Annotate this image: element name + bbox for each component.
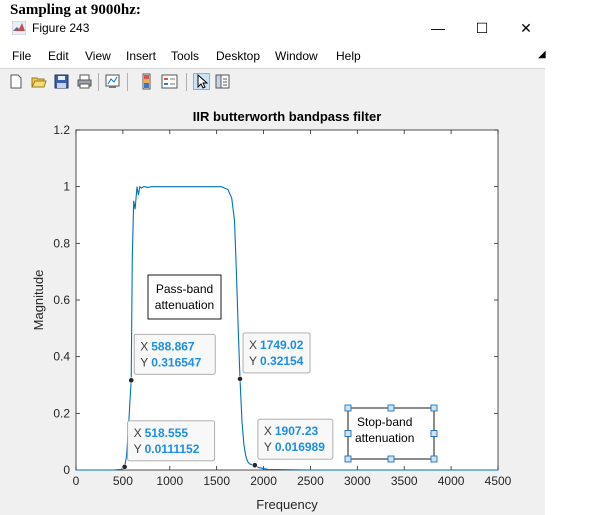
datatip-marker[interactable] [237, 375, 243, 382]
edit-plot-button[interactable] [193, 73, 210, 90]
resize-handle[interactable] [430, 455, 438, 463]
datatip-marker[interactable] [121, 463, 128, 470]
window-titlebar[interactable]: Figure 243 — ☐ ✕ [0, 17, 545, 41]
datatip-y-label: Y [134, 442, 142, 456]
x-axis-label: Frequency [256, 497, 318, 512]
close-button[interactable]: ✕ [520, 20, 532, 36]
x-tick-label: 3000 [344, 474, 371, 488]
datatip-box [133, 333, 216, 375]
page-heading: Sampling at 9000hz: [10, 2, 141, 18]
figure-toolbar [0, 68, 545, 96]
datatip-y-label: Y [264, 440, 272, 454]
datatip-x-value: 1907.23 [275, 424, 319, 438]
y-tick-label: 1 [63, 180, 70, 194]
datatip-y-value: 0.0111152 [145, 442, 200, 456]
menu-help[interactable]: Help [336, 49, 361, 63]
open-file-icon[interactable] [30, 73, 47, 90]
datatip-y-value: 0.32154 [260, 354, 304, 368]
datatip-y-value: 0.016989 [275, 440, 325, 454]
toolbar-separator [186, 73, 187, 91]
x-tick-label: 1000 [156, 474, 183, 488]
stop-band-annotation-line-1: Stop-band [357, 415, 412, 429]
datatip-x-value: 518.555 [145, 426, 189, 440]
resize-handle[interactable] [430, 430, 438, 437]
pass-band-annotation-line-1: Pass-band [156, 282, 213, 296]
datatip-y-label: Y [249, 354, 257, 368]
x-tick-label: 0 [73, 474, 80, 488]
stop-band-annotation[interactable]: Stop-band attenuation [344, 404, 438, 463]
insert-colorbar-icon[interactable] [138, 73, 155, 90]
resize-handle[interactable] [430, 404, 438, 412]
datatip[interactable]: X 1749.02Y 0.32154 [237, 332, 311, 382]
resize-handle[interactable] [344, 404, 352, 412]
toolbar-separator [127, 73, 128, 91]
figure-canvas: 0 500 1000 1500 2000 2500 3000 3500 4000 4500 0 0.2… [0, 95, 545, 515]
y-tick-label: 1.2 [53, 123, 70, 137]
x-tick-label: 1500 [203, 474, 230, 488]
menu-edit[interactable]: Edit [48, 49, 69, 63]
pass-band-annotation[interactable]: Pass-band attenuation [147, 274, 222, 320]
chart: 0 500 1000 1500 2000 2500 3000 3500 4000 4500 0 0.2… [31, 109, 512, 512]
y-tick-label: 0 [63, 463, 70, 477]
print-icon[interactable] [76, 73, 93, 90]
minimize-button[interactable]: — [431, 20, 445, 36]
menu-file[interactable]: File [12, 49, 32, 63]
resize-grip-icon[interactable]: ◢ [538, 49, 546, 60]
datatip-box [257, 418, 334, 460]
datatip-x-label: X [264, 424, 272, 438]
datatip-x-label: X [134, 426, 142, 440]
menu-insert[interactable]: Insert [126, 49, 157, 63]
menu-view[interactable]: View [85, 49, 111, 63]
x-tick-label: 3500 [391, 474, 418, 488]
x-tick-label: 2000 [250, 474, 277, 488]
datatip-x-value: 588.867 [151, 339, 195, 353]
menu-tools[interactable]: Tools [171, 49, 200, 63]
resize-handle[interactable] [344, 430, 352, 437]
resize-handle[interactable] [387, 404, 395, 412]
property-inspector-icon[interactable] [214, 73, 231, 90]
stop-band-annotation-line-2: attenuation [355, 431, 414, 445]
edit-plot-icon [197, 73, 209, 89]
menu-bar: File Edit View Insert Tools Desktop Wind… [0, 46, 545, 66]
datatip[interactable]: X 1907.23Y 0.016989 [251, 418, 334, 469]
datatip-marker[interactable] [251, 462, 258, 469]
datatip-y-value: 0.316547 [151, 355, 201, 369]
datatip-marker[interactable] [128, 377, 135, 384]
y-tick-label: 0.8 [53, 236, 70, 250]
resize-handle[interactable] [387, 455, 395, 463]
x-tick-label: 500 [113, 474, 133, 488]
datatip-x-label: X [249, 338, 257, 352]
chart-title: IIR butterworth bandpass filter [193, 109, 382, 124]
datatip-y-label: Y [140, 355, 148, 369]
menu-desktop[interactable]: Desktop [216, 49, 261, 63]
x-tick-label: 4500 [485, 474, 512, 488]
insert-legend-icon[interactable] [161, 73, 178, 90]
link-plot-icon[interactable] [104, 73, 121, 90]
maximize-button[interactable]: ☐ [475, 20, 489, 36]
pass-band-annotation-line-2: attenuation [155, 298, 214, 312]
matlab-logo-icon [12, 21, 26, 35]
datatip-box [242, 332, 311, 374]
datatip-x-label: X [140, 339, 148, 353]
datatip-x-value: 1749.02 [260, 338, 304, 352]
save-icon[interactable] [53, 73, 70, 90]
resize-handle[interactable] [344, 455, 352, 463]
toolbar-separator [98, 73, 99, 91]
new-figure-icon[interactable] [7, 73, 24, 90]
y-tick-label: 0.4 [53, 350, 70, 364]
menu-window[interactable]: Window [275, 49, 318, 63]
y-tick-label: 0.2 [53, 406, 70, 420]
window-title: Figure 243 [32, 21, 90, 35]
x-tick-label: 2500 [297, 474, 324, 488]
datatip-box [127, 420, 216, 462]
y-tick-label: 0.6 [53, 293, 70, 307]
x-tick-label: 4000 [438, 474, 465, 488]
y-axis-label: Magnitude [31, 270, 46, 331]
